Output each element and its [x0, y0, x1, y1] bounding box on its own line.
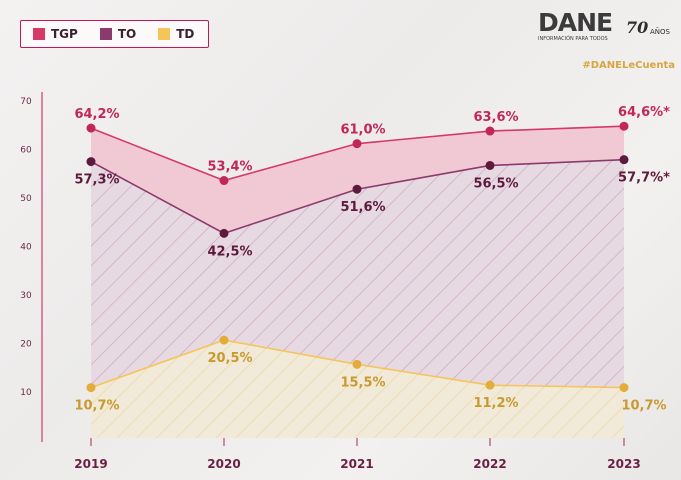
data-label-tgp: 64,2%	[74, 107, 119, 122]
legend-item-to[interactable]: TO	[99, 27, 137, 41]
data-label-tgp: 61,0%	[340, 123, 385, 138]
data-point-tgp[interactable]	[352, 139, 362, 149]
area-tgp-band	[91, 126, 624, 234]
data-point-td[interactable]	[619, 383, 629, 393]
data-label-tgp: 53,4%	[207, 160, 252, 175]
x-tick-label: 2022	[473, 457, 506, 471]
y-tick-label: 40	[20, 243, 32, 253]
data-point-td[interactable]	[485, 380, 495, 390]
data-label-to: 42,5%	[207, 244, 252, 259]
y-tick-label: 20	[20, 340, 32, 350]
data-label-td: 15,5%	[340, 375, 385, 390]
data-label-td: 11,2%	[473, 396, 518, 411]
y-tick-label: 30	[20, 291, 32, 301]
data-point-td[interactable]	[219, 335, 229, 345]
data-point-tgp[interactable]	[219, 176, 229, 186]
legend: TGP TO TD	[20, 20, 210, 48]
x-tick-label: 2019	[74, 457, 107, 471]
x-tick-label: 2023	[607, 457, 640, 471]
data-label-tgp: 64,6%*	[618, 105, 670, 120]
data-point-td[interactable]	[86, 383, 96, 393]
area-layer	[91, 126, 624, 438]
dane-logo: DANE INFORMACIÓN PARA TODOS 70 AÑOS	[538, 8, 678, 44]
data-label-to: 57,7%*	[618, 171, 670, 186]
series-markers	[86, 121, 629, 393]
data-point-tgp[interactable]	[86, 123, 96, 133]
brand-years-label: AÑOS	[650, 28, 670, 36]
data-label-td: 10,7%	[621, 399, 666, 414]
legend-label-td: TD	[176, 27, 195, 41]
data-point-to[interactable]	[219, 228, 229, 238]
area-td	[91, 340, 624, 438]
data-point-to[interactable]	[86, 157, 96, 167]
brand-name: DANE	[538, 8, 613, 37]
brand-years: 70	[626, 18, 649, 37]
y-tick-label: 60	[20, 146, 32, 156]
data-point-to[interactable]	[485, 160, 495, 170]
legend-swatch-to	[99, 28, 112, 40]
brand-tagline: INFORMACIÓN PARA TODOS	[538, 36, 608, 42]
data-label-to: 56,5%	[473, 176, 518, 191]
data-label-to: 51,6%	[340, 200, 385, 215]
data-label-tgp: 63,6%	[473, 110, 518, 125]
data-point-td[interactable]	[352, 359, 362, 369]
data-point-tgp[interactable]	[619, 121, 629, 131]
legend-swatch-td	[158, 28, 171, 40]
legend-label-tgp: TGP	[51, 27, 78, 41]
y-tick-label: 50	[20, 194, 32, 204]
legend-item-td[interactable]: TD	[158, 27, 194, 41]
data-label-td: 10,7%	[74, 399, 119, 414]
y-tick-label: 10	[20, 388, 32, 398]
legend-label-to: TO	[117, 27, 137, 41]
legend-swatch-tgp	[33, 28, 45, 40]
data-labels: 64,2% 53,4% 61,0% 63,6% 64,6%* 57,3% 42,5% 51,6…	[74, 105, 670, 413]
data-point-to[interactable]	[619, 155, 629, 165]
data-label-td: 20,5%	[207, 351, 252, 366]
legend-item-tgp[interactable]: TGP	[33, 27, 78, 41]
x-tick-label: 2020	[207, 457, 240, 471]
axes-layer: 10 20 30 40 50 60 70 2019 2020 2021 2022 2023	[20, 92, 641, 471]
data-point-tgp[interactable]	[485, 126, 495, 136]
x-tick-label: 2021	[340, 457, 373, 471]
data-point-to[interactable]	[352, 184, 362, 194]
y-tick-label: 70	[20, 97, 32, 107]
data-label-to: 57,3%	[74, 173, 119, 188]
hashtag: #DANELeCuenta	[582, 60, 675, 71]
